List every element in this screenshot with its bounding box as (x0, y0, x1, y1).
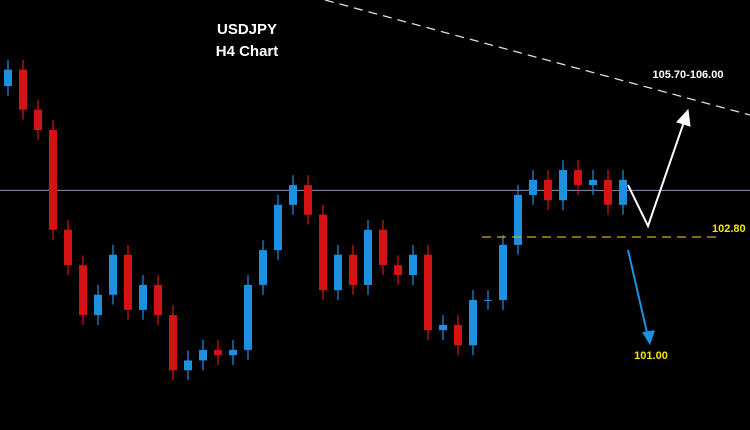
candle-body (574, 170, 582, 186)
candle-body (364, 229, 372, 285)
candle-body (409, 254, 417, 276)
candle-body (79, 265, 87, 316)
chart-subtitle: H4 Chart (216, 43, 279, 60)
candle-body (604, 179, 612, 205)
candle-body (214, 349, 222, 356)
candle-body (514, 194, 522, 245)
candle-body (244, 284, 252, 350)
candle-body (319, 214, 327, 291)
candle-body (394, 265, 402, 276)
candle-body (424, 254, 432, 331)
candle-body (454, 324, 462, 346)
candle-body (49, 129, 57, 230)
candle-body (334, 254, 342, 291)
candle-body (229, 349, 237, 356)
candle-body (379, 229, 387, 266)
up-arrowhead (676, 108, 691, 127)
support-label: 102.80 (712, 223, 746, 235)
candle-body (349, 254, 357, 285)
candle-body (64, 229, 72, 266)
candle-body (199, 349, 207, 361)
candle-body (544, 179, 552, 201)
target-label: 101.00 (634, 350, 668, 362)
candle-body (109, 254, 117, 295)
candle-body (124, 254, 132, 310)
candle-body (19, 69, 27, 110)
candle-body (589, 179, 597, 186)
candle-body (154, 284, 162, 316)
candle-body (139, 284, 147, 310)
down-arrowhead (642, 330, 655, 346)
candle-body (529, 179, 537, 195)
candle-body (439, 324, 447, 331)
candle-body (289, 185, 297, 205)
candle-body (559, 170, 567, 201)
resistance-label: 105.70-106.00 (653, 69, 724, 81)
candle-body (4, 69, 12, 86)
candle-body (34, 109, 42, 130)
candle-body (304, 185, 312, 215)
candle-body (94, 294, 102, 316)
up-arrow (627, 115, 687, 229)
down-arrow (627, 249, 649, 338)
candle-body (169, 315, 177, 371)
candle-body (619, 179, 627, 205)
chart-title: USDJPY (217, 21, 277, 38)
candle-body (469, 300, 477, 346)
candle-body (259, 250, 267, 285)
candle-body (499, 244, 507, 301)
candle-body (484, 300, 492, 302)
trendline (324, 0, 750, 116)
candle-body (274, 204, 282, 251)
candle-body (184, 360, 192, 371)
